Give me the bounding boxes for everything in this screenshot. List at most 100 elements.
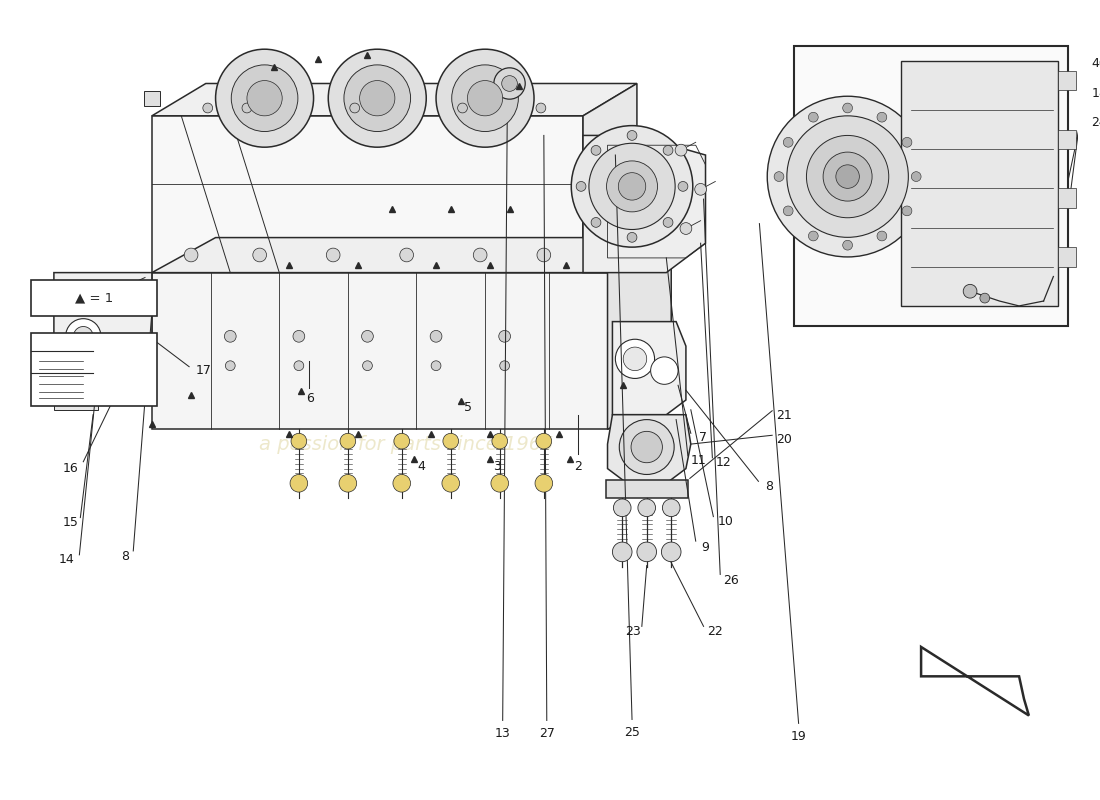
Polygon shape xyxy=(794,46,1068,326)
Circle shape xyxy=(491,474,508,492)
Circle shape xyxy=(184,248,198,262)
Circle shape xyxy=(360,81,395,116)
Circle shape xyxy=(571,126,693,247)
Circle shape xyxy=(502,76,517,91)
Text: 7: 7 xyxy=(698,430,706,444)
Circle shape xyxy=(774,172,784,182)
Circle shape xyxy=(808,112,818,122)
Text: 23: 23 xyxy=(625,625,641,638)
Circle shape xyxy=(494,68,525,99)
Text: a passion for parts since 1965: a passion for parts since 1965 xyxy=(260,434,554,454)
Circle shape xyxy=(606,161,658,212)
Circle shape xyxy=(695,183,706,195)
Circle shape xyxy=(619,419,674,474)
Circle shape xyxy=(328,50,426,147)
Circle shape xyxy=(662,499,680,517)
Circle shape xyxy=(661,542,681,562)
Circle shape xyxy=(637,542,657,562)
Circle shape xyxy=(614,499,631,517)
Circle shape xyxy=(902,206,912,216)
Circle shape xyxy=(246,81,283,116)
Circle shape xyxy=(394,434,409,449)
Circle shape xyxy=(588,143,675,230)
Text: 4: 4 xyxy=(417,460,426,473)
Circle shape xyxy=(363,361,373,370)
Polygon shape xyxy=(32,334,157,406)
Text: 17: 17 xyxy=(196,364,212,377)
Circle shape xyxy=(253,248,266,262)
Polygon shape xyxy=(152,273,607,430)
Circle shape xyxy=(442,474,460,492)
Circle shape xyxy=(431,361,441,370)
Polygon shape xyxy=(902,61,1058,306)
Circle shape xyxy=(350,103,360,113)
Circle shape xyxy=(591,146,601,155)
Polygon shape xyxy=(144,91,159,106)
Polygon shape xyxy=(54,273,152,400)
Text: ▲ = 1: ▲ = 1 xyxy=(75,291,113,305)
Polygon shape xyxy=(1058,130,1076,149)
Text: 12: 12 xyxy=(715,456,732,470)
Circle shape xyxy=(650,357,678,384)
Polygon shape xyxy=(606,480,688,498)
Text: 10: 10 xyxy=(717,515,733,528)
Polygon shape xyxy=(32,281,157,316)
Circle shape xyxy=(806,135,889,218)
Circle shape xyxy=(344,65,410,131)
Text: 15: 15 xyxy=(63,516,78,529)
Circle shape xyxy=(452,65,518,131)
Circle shape xyxy=(675,144,686,156)
Circle shape xyxy=(226,361,235,370)
Circle shape xyxy=(216,50,313,147)
Circle shape xyxy=(638,499,656,517)
Text: 18: 18 xyxy=(1091,86,1100,100)
Circle shape xyxy=(202,103,212,113)
Circle shape xyxy=(293,330,305,342)
Circle shape xyxy=(902,138,912,147)
Circle shape xyxy=(591,218,601,227)
Circle shape xyxy=(808,231,818,241)
Circle shape xyxy=(102,288,113,300)
Text: 8: 8 xyxy=(121,550,130,563)
Circle shape xyxy=(74,326,94,346)
Circle shape xyxy=(242,103,252,113)
Circle shape xyxy=(436,50,534,147)
Circle shape xyxy=(980,293,990,303)
Polygon shape xyxy=(1058,247,1076,266)
Polygon shape xyxy=(54,390,98,410)
Circle shape xyxy=(339,474,356,492)
Circle shape xyxy=(823,152,872,201)
Circle shape xyxy=(443,434,459,449)
Text: 14: 14 xyxy=(58,554,75,566)
Polygon shape xyxy=(607,414,691,483)
Text: 25: 25 xyxy=(624,726,640,738)
Circle shape xyxy=(468,81,503,116)
Circle shape xyxy=(680,222,692,234)
Circle shape xyxy=(663,218,673,227)
Text: 2: 2 xyxy=(574,460,582,473)
Text: 21: 21 xyxy=(776,409,792,422)
Circle shape xyxy=(618,173,646,200)
Circle shape xyxy=(843,240,852,250)
Text: 19: 19 xyxy=(791,730,806,742)
Text: 22: 22 xyxy=(707,625,723,638)
Circle shape xyxy=(292,434,307,449)
Text: 16: 16 xyxy=(63,462,78,475)
Polygon shape xyxy=(1058,70,1076,90)
Text: 8: 8 xyxy=(766,480,773,493)
Polygon shape xyxy=(152,83,637,116)
Circle shape xyxy=(536,103,546,113)
Text: 9: 9 xyxy=(702,542,710,554)
Circle shape xyxy=(964,284,977,298)
Polygon shape xyxy=(613,322,686,414)
Circle shape xyxy=(294,361,304,370)
Circle shape xyxy=(663,146,673,155)
Circle shape xyxy=(631,431,662,462)
Circle shape xyxy=(498,330,510,342)
Polygon shape xyxy=(152,238,671,273)
Circle shape xyxy=(492,434,507,449)
Polygon shape xyxy=(1058,188,1076,208)
Circle shape xyxy=(615,339,654,378)
Circle shape xyxy=(783,206,793,216)
Text: EUROSPARES: EUROSPARES xyxy=(104,351,640,420)
